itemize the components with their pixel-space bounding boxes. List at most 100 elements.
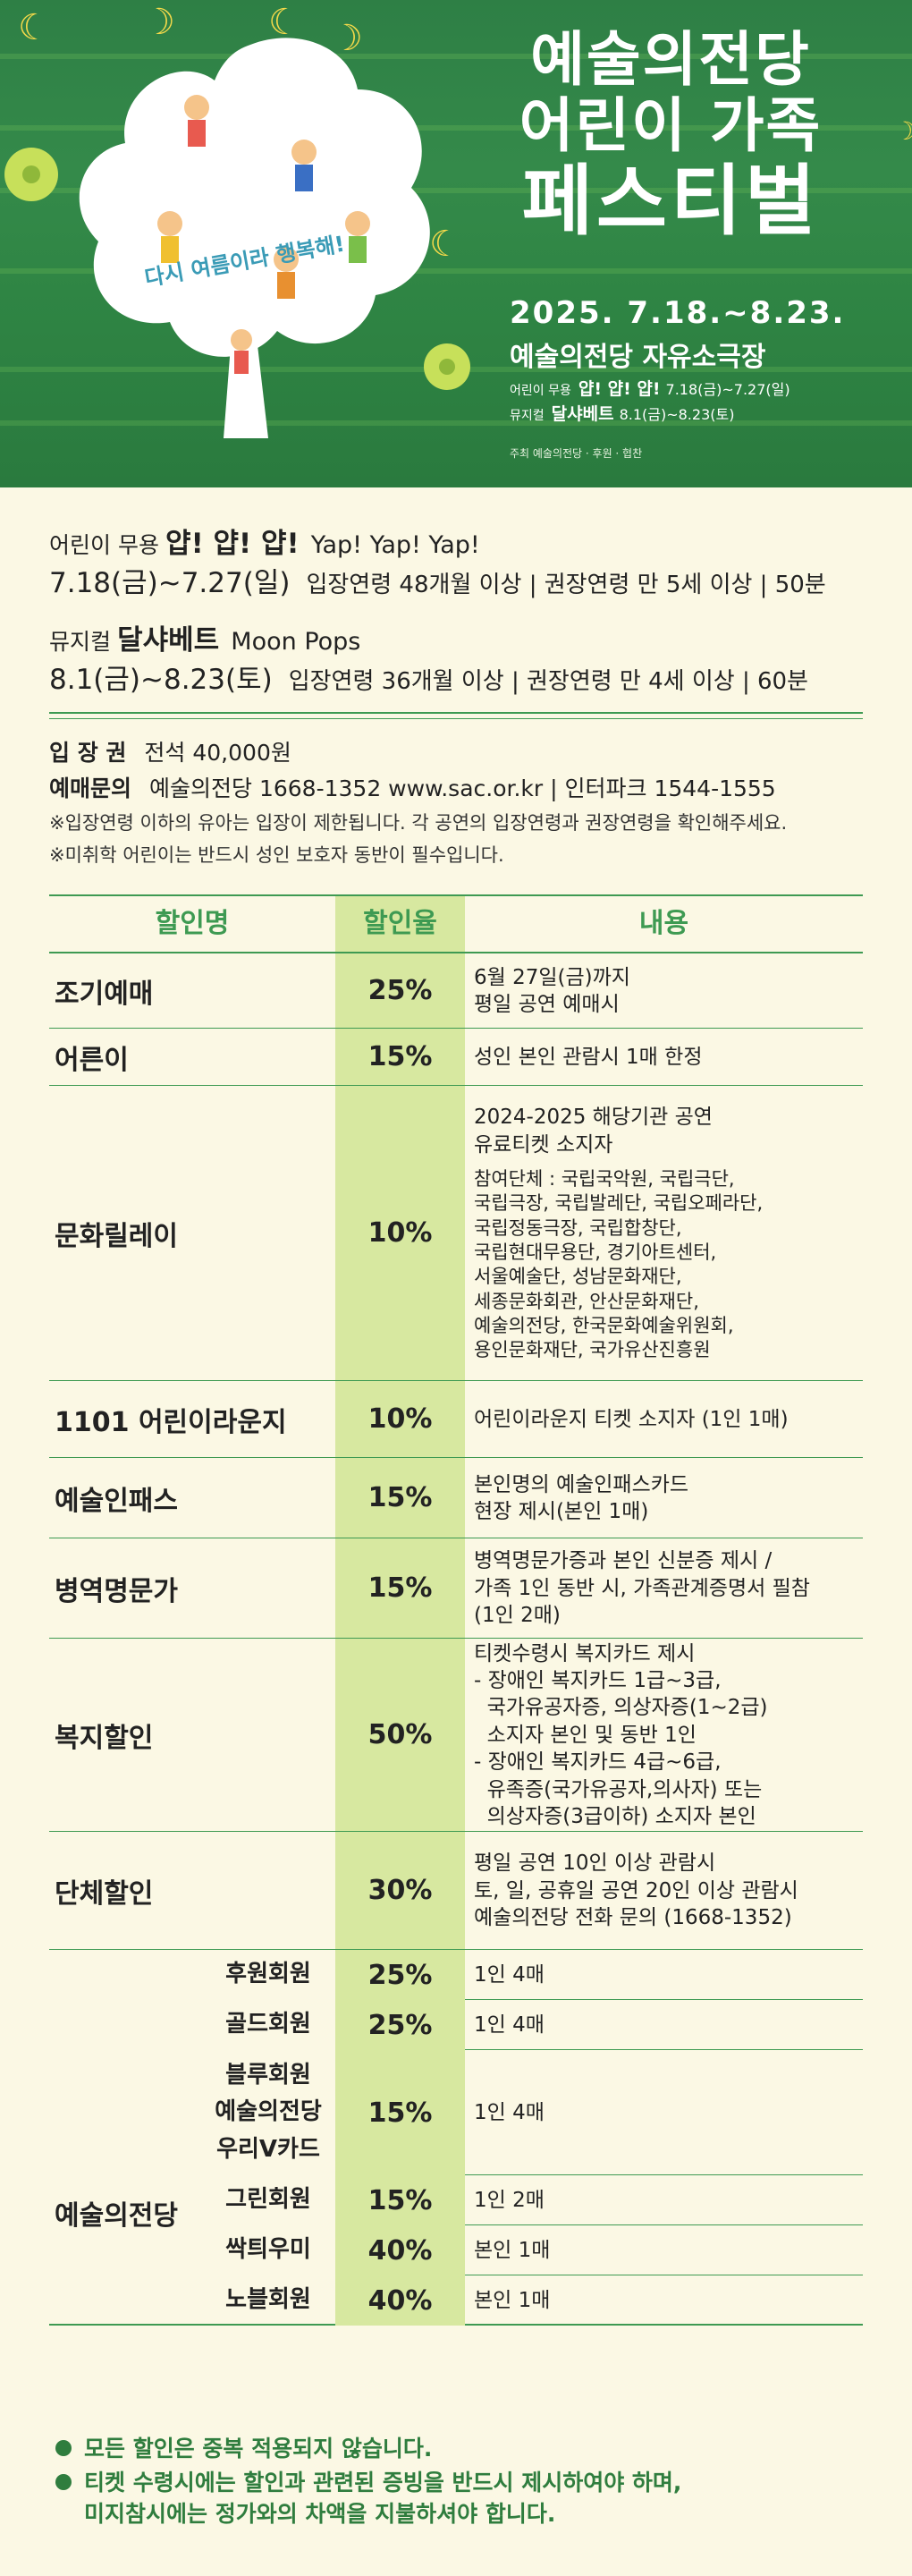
discount-name: 단체할인	[55, 1878, 154, 1910]
member-name: 싹틔우미	[201, 2225, 335, 2275]
member-desc: 1인 4매	[474, 2100, 545, 2124]
discount-desc: 본인명의 예술인패스카드 현장 제시(본인 1매)	[474, 1458, 688, 1538]
discount-desc: 병역명문가증과 본인 신분증 제시 / 가족 1인 동반 시, 가족관계증명서 필…	[474, 1538, 810, 1639]
note-proof-required: 티켓 수령시에는 할인과 관련된 증빙을 반드시 제시하여야 하며, 미지참시에…	[55, 2467, 681, 2529]
member-name-line: 노블회원	[225, 2286, 311, 2314]
member-rate: 25%	[335, 2000, 465, 2050]
desc-line: - 장애인 복지카드 1급~3급,	[474, 1669, 722, 1693]
divider	[49, 712, 863, 714]
discount-table: 할인명 할인율 내용 조기예매 25% 6월 27일(금)까지 평일 공연 예매시 어른…	[49, 894, 863, 2326]
member-row: 후원회원 25% 1인 4매	[49, 1950, 863, 2000]
flower-icon	[424, 343, 470, 390]
discount-desc: 평일 공연 10인 이상 관람시 토, 일, 공휴일 공연 20인 이상 관람시 예…	[474, 1832, 798, 1950]
table-row: 조기예매 25% 6월 27일(금)까지 평일 공연 예매시	[49, 953, 863, 1029]
discount-desc: 티켓수령시 복지카드 제시 - 장애인 복지카드 1급~3급, 국가유공자증, 의…	[474, 1639, 768, 1832]
member-name: 후원회원	[201, 1950, 335, 2000]
member-name: 골드회원	[201, 2000, 335, 2050]
header-desc: 내용	[638, 908, 689, 939]
header-name: 할인명	[155, 908, 230, 939]
table-row: 문화릴레이 10% 2024-2025 해당기관 공연 유료티켓 소지자 참여단체 : …	[49, 1086, 863, 1381]
table-row: 1101 어린이라운지 10% 어린이라운지 티켓 소지자 (1인 1매)	[49, 1381, 863, 1458]
discount-rate: 10%	[335, 1086, 465, 1380]
bullet-icon	[55, 2440, 72, 2456]
hero-title-line1: 예술의전당	[530, 25, 811, 94]
moon-icon: ☽	[143, 2, 175, 43]
member-row: 골드회원 25% 1인 4매	[49, 2000, 863, 2050]
desc-line: 어린이라운지 티켓 소지자 (1인 1매)	[474, 1407, 789, 1431]
org-line: 국립정동극장, 국립합창단,	[474, 1216, 682, 1239]
discount-name: 문화릴레이	[55, 1221, 178, 1252]
row-divider	[465, 2174, 863, 2175]
org-line: 세종문화회관, 안산문화재단,	[474, 1290, 699, 1312]
member-name-line: 후원회원	[225, 1961, 311, 1988]
member-name: 노블회원	[201, 2275, 335, 2326]
header-rate: 할인율	[335, 896, 465, 952]
desc-line: 국가유공자증, 의상자증(1~2급)	[474, 1696, 768, 1720]
moon-icon: ☾	[429, 224, 461, 265]
ticket-inquiry: 예매문의 예술의전당 1668-1352 www.sac.or.kr | 인터파크…	[49, 775, 776, 801]
member-rate: 15%	[335, 2050, 465, 2175]
org-line: 국립극장, 국립발레단, 국립오페라단,	[474, 1192, 764, 1215]
desc-line: 성인 본인 관람시 1매 한정	[474, 1045, 703, 1069]
desc-line: 소지자 본인 및 동반 1인	[474, 1723, 697, 1747]
desc-line: 예술의전당 전화 문의 (1668-1352)	[474, 1906, 792, 1930]
member-row: 블루회원 예술의전당 우리V카드 15% 1인 4매	[49, 2050, 863, 2175]
org-line: 국립현대무용단, 경기아트센터,	[474, 1241, 717, 1264]
moon-icon: ☽	[894, 116, 912, 146]
member-rate: 15%	[335, 2175, 465, 2225]
show2-info-line: 8.1(금)~8.23(토) 입장연령 36개월 이상 | 권장연령 만 4세 이…	[49, 664, 808, 696]
member-desc: 1인 2매	[474, 2188, 545, 2212]
member-rate: 25%	[335, 1950, 465, 2000]
hero-title-line3: 페스티벌	[521, 156, 820, 246]
discount-desc: 2024-2025 해당기관 공연 유료티켓 소지자 참여단체 : 국립국악원, 국…	[474, 1086, 763, 1381]
org-line: 용인문화재단, 국가유산진흥원	[474, 1339, 711, 1361]
divider	[49, 718, 863, 719]
discount-name: 조기예매	[55, 979, 154, 1010]
desc-line: 가족 1인 동반 시, 가족관계증명서 필참	[474, 1576, 810, 1600]
discount-rate: 15%	[335, 1538, 465, 1638]
table-row: 병역명문가 15% 병역명문가증과 본인 신분증 제시 / 가족 1인 동반 시, 가…	[49, 1538, 863, 1639]
member-desc: 본인 1매	[474, 2288, 551, 2312]
member-name-line: 골드회원	[225, 2011, 311, 2038]
hero-title-line2: 어린이 가족	[519, 90, 823, 160]
note-no-duplicate: 모든 할인은 중복 적용되지 않습니다.	[55, 2433, 432, 2464]
discount-rate: 15%	[335, 1458, 465, 1538]
desc-line: 현장 제시(본인 1매)	[474, 1500, 649, 1523]
table-row: 어른이 15% 성인 본인 관람시 1매 한정	[49, 1029, 863, 1086]
member-name-line: 블루회원	[225, 2061, 311, 2089]
bullet-icon	[55, 2474, 72, 2490]
member-row: 싹틔우미 40% 본인 1매	[49, 2225, 863, 2275]
row-divider	[465, 1999, 863, 2000]
participating-orgs: 참여단체 : 국립국악원, 국립극단, 국립극장, 국립발레단, 국립오페라단, 국…	[474, 1167, 763, 1362]
moon-icon: ☾	[18, 7, 50, 48]
member-row: 그린회원 15% 1인 2매	[49, 2175, 863, 2225]
member-rate: 40%	[335, 2275, 465, 2326]
hero-venue: 예술의전당 자유소극장	[510, 342, 766, 373]
discount-rate: 25%	[335, 953, 465, 1028]
member-name-line: 우리V카드	[216, 2135, 320, 2163]
hero-show2: 뮤지컬 달샤베트 8.1(금)~8.23(토)	[510, 404, 735, 424]
member-rate: 40%	[335, 2225, 465, 2275]
moon-icon: ☽	[331, 18, 363, 59]
member-discount-group: 예술의전당 후원회원 25% 1인 4매 골드회원 25% 1인 4매 블루회원 예술의전당 우리…	[49, 1950, 863, 2326]
member-name-line: 예술의전당	[215, 2098, 322, 2126]
moon-icon: ☾	[268, 2, 300, 43]
discount-desc: 성인 본인 관람시 1매 한정	[474, 1029, 702, 1086]
member-desc: 1인 4매	[474, 2012, 545, 2037]
discount-rate: 30%	[335, 1832, 465, 1949]
row-divider	[465, 2049, 863, 2050]
discount-name: 1101 어린이라운지	[55, 1407, 287, 1438]
member-name-line: 그린회원	[225, 2186, 311, 2214]
discount-name: 복지할인	[55, 1723, 154, 1754]
show1-title-line: 어린이 무용 얍! 얍! 얍! Yap! Yap! Yap!	[49, 528, 480, 560]
member-desc: 1인 4매	[474, 1962, 545, 1987]
org-line: 서울예술단, 성남문화재단,	[474, 1266, 682, 1288]
hero-banner: ☾ ☽ ☾ ☽ ☾ ☽ 다시 여름이라 행복해! 예술의전당 어린이 가족 페스…	[0, 0, 912, 487]
show1-info-line: 7.18(금)~7.27(일) 입장연령 48개월 이상 | 권장연령 만 5세 …	[49, 567, 826, 599]
hero-show1: 어린이 무용 얍! 얍! 얍! 7.18(금)~7.27(일)	[510, 379, 790, 399]
desc-line: 병역명문가증과 본인 신분증 제시 /	[474, 1549, 773, 1573]
cloud-tree-illustration	[79, 38, 430, 438]
table-row: 복지할인 50% 티켓수령시 복지카드 제시 - 장애인 복지카드 1급~3급, 국가…	[49, 1639, 863, 1832]
table-row: 단체할인 30% 평일 공연 10인 이상 관람시 토, 일, 공휴일 공연 20인 …	[49, 1832, 863, 1950]
